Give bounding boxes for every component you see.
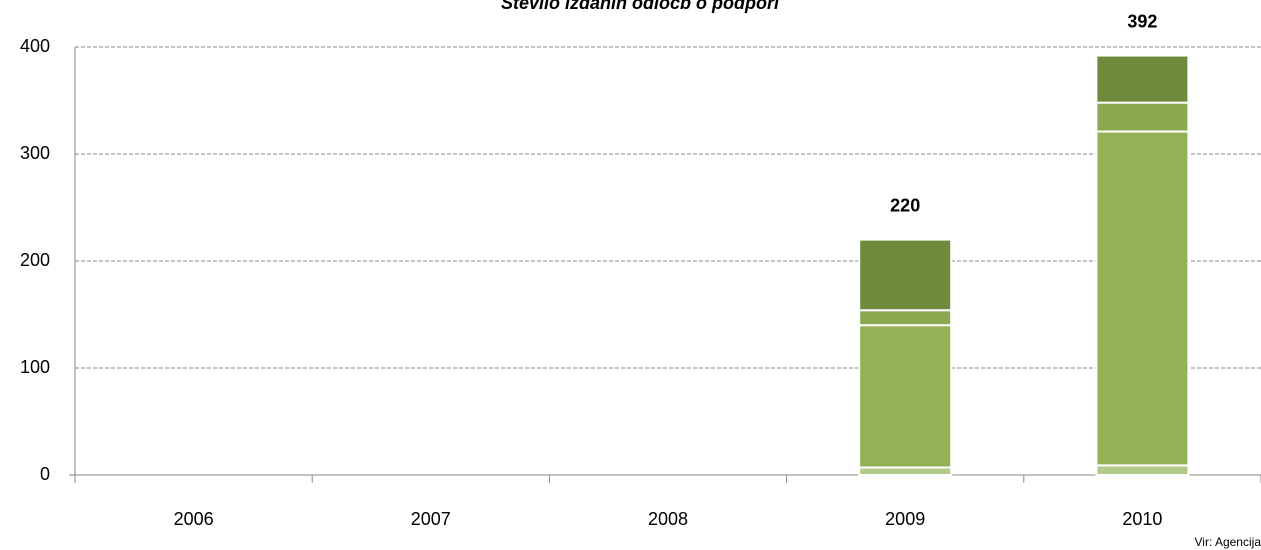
bar-segment: [858, 466, 953, 477]
bar-segment: [1095, 130, 1190, 467]
x-tick-label: 2007: [411, 509, 451, 529]
bar-segment: [1095, 101, 1190, 133]
bar-segment: [858, 309, 953, 327]
bar-segment: [858, 324, 953, 469]
y-tick-label: 200: [20, 250, 50, 270]
total-label: 220: [890, 195, 920, 215]
y-tick-label: 300: [20, 143, 50, 163]
x-tick-label: 2009: [885, 509, 925, 529]
x-tick-label: 2010: [1122, 509, 1162, 529]
bar-segment: [858, 238, 953, 312]
x-tick-label: 2006: [174, 509, 214, 529]
y-tick-label: 400: [20, 36, 50, 56]
y-tick-label: 0: [40, 464, 50, 484]
bar-segment: [1095, 464, 1190, 476]
total-label: 392: [1127, 11, 1157, 31]
chart-title: Število izdanih odločb o podpori: [501, 0, 780, 13]
bar-segment: [1095, 54, 1190, 104]
x-tick-label: 2008: [648, 509, 688, 529]
y-tick-label: 100: [20, 357, 50, 377]
source: Vir: Agencija: [1195, 535, 1261, 549]
